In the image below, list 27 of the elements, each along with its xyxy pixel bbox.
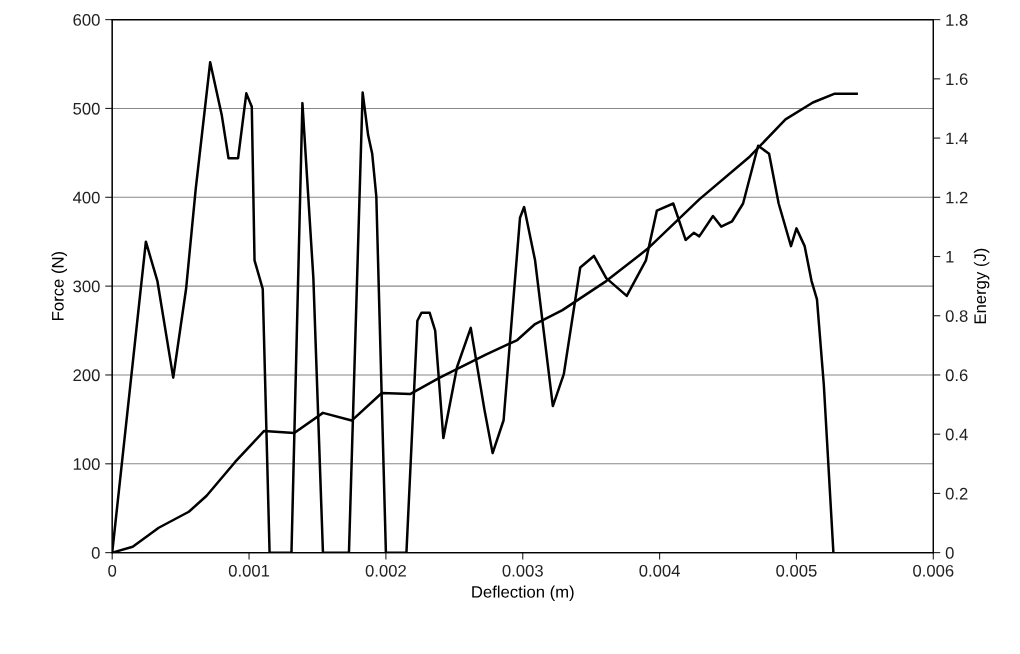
y-tick-label: 400: [72, 191, 100, 204]
y-tick-label: 300: [73, 280, 100, 293]
y2-tick-label: 0.6: [945, 369, 968, 382]
y2-axis-title: Energy (J): [973, 248, 990, 324]
y2-tick-label: 1: [946, 251, 954, 263]
x-tick-label: 0.004: [639, 564, 680, 577]
y2-tick-label: 1.4: [946, 132, 968, 145]
y2-tick-label: 0.8: [945, 310, 968, 322]
y-tick-label: 100: [73, 458, 100, 470]
x-tick-label: 0.006: [913, 564, 954, 577]
y2-tick-label: 0.2: [945, 487, 968, 500]
y-tick-label: 0: [91, 547, 100, 559]
y2-tick-label: 1.2: [946, 191, 968, 204]
y-tick-label: 200: [73, 369, 100, 382]
y-tick-label: 600: [73, 14, 100, 26]
y2-tick-label: 0.4: [945, 428, 968, 441]
x-tick-label: 0.003: [502, 564, 543, 577]
y-tick-label: 500: [73, 102, 100, 115]
x-axis-title: Deflection (m): [472, 585, 574, 602]
y2-tick-label: 1.8: [946, 14, 968, 26]
x-tick-label: 0.001: [228, 564, 270, 577]
x-tick-label: 0: [108, 564, 117, 577]
x-tick-label: 0.002: [365, 564, 406, 577]
x-tick-label: 0.005: [776, 564, 817, 577]
y-axis-title: Force (N): [51, 251, 68, 320]
y2-tick-label: 0: [945, 547, 954, 559]
y2-tick-label: 1.6: [946, 73, 968, 86]
